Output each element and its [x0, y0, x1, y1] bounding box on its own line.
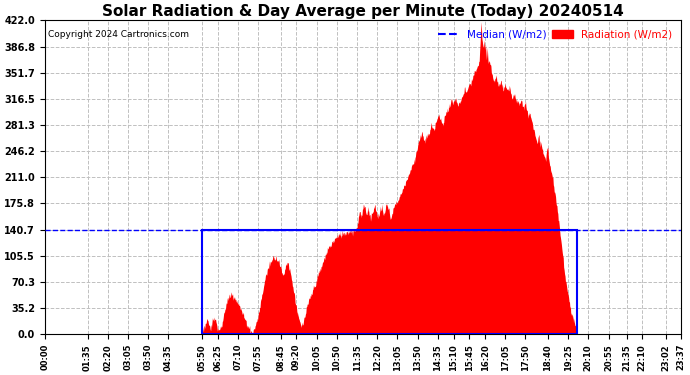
Text: Copyright 2024 Cartronics.com: Copyright 2024 Cartronics.com [48, 30, 189, 39]
Title: Solar Radiation & Day Average per Minute (Today) 20240514: Solar Radiation & Day Average per Minute… [102, 4, 624, 19]
Bar [202, 230, 577, 334]
Legend: Median (W/m2), Radiation (W/m2): Median (W/m2), Radiation (W/m2) [433, 26, 676, 44]
